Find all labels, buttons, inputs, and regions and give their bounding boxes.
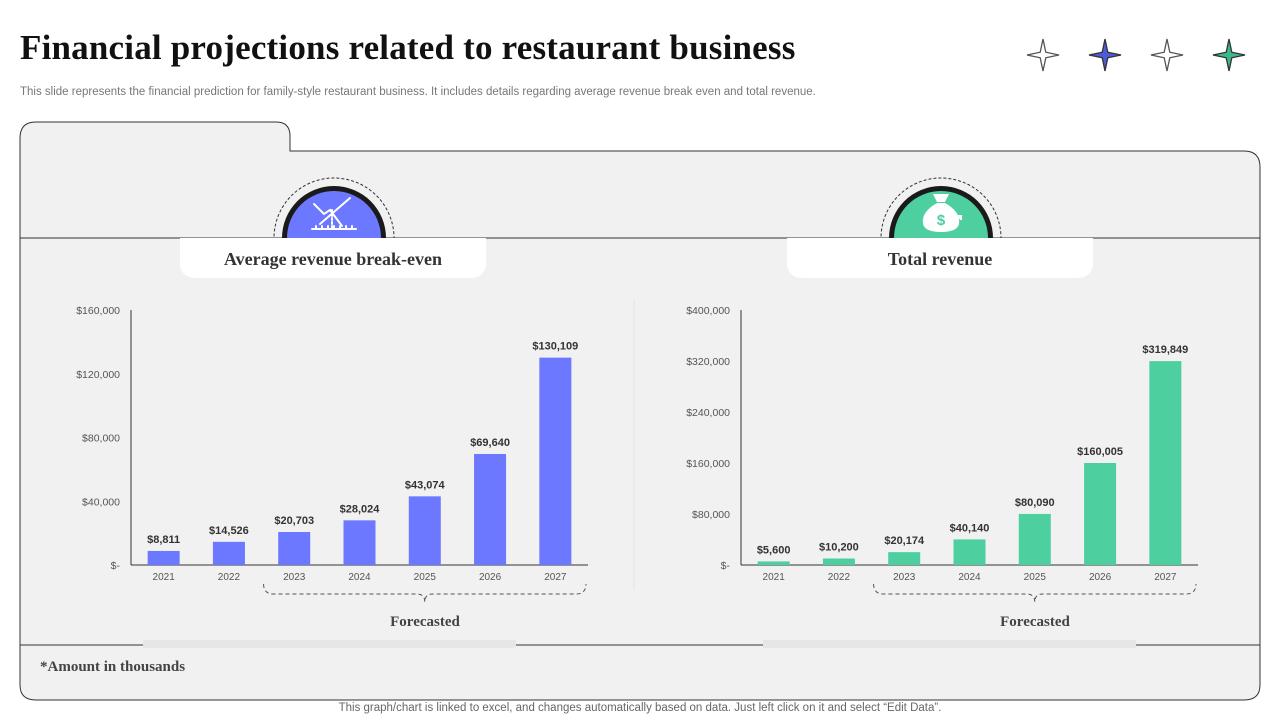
amount-note: *Amount in thousands — [40, 659, 186, 675]
x-tick-label: 2021 — [763, 572, 786, 583]
page-subtitle: This slide represents the financial pred… — [20, 86, 816, 98]
data-label: $10,200 — [819, 541, 859, 553]
x-tick-label: 2024 — [348, 572, 371, 583]
x-tick-label: 2025 — [1024, 572, 1047, 583]
sparkle-outline-icon — [1026, 38, 1060, 72]
y-tick-label: $- — [721, 560, 731, 572]
x-tick-label: 2027 — [1154, 572, 1177, 583]
x-tick-label: 2023 — [893, 572, 916, 583]
bar-2023 — [278, 532, 311, 565]
y-tick-label: $400,000 — [686, 305, 730, 317]
data-label: $80,090 — [1015, 497, 1055, 509]
data-label: $14,526 — [209, 525, 249, 537]
x-tick-label: 2026 — [479, 572, 502, 583]
forecast-bracket — [263, 583, 587, 603]
bar-2026 — [474, 454, 507, 565]
y-tick-label: $320,000 — [686, 356, 730, 368]
bar-2022 — [212, 541, 245, 565]
money-bag-icon: $ — [880, 177, 1002, 238]
sparkle-filled-icon — [1212, 38, 1246, 72]
data-label: $20,174 — [884, 535, 925, 547]
x-tick-label: 2022 — [828, 572, 851, 583]
sparkle-filled-icon — [1088, 38, 1122, 72]
y-tick-label: $40,000 — [82, 496, 120, 508]
card-title-total-revenue: Total revenue — [787, 238, 1093, 278]
bar-2023 — [888, 552, 921, 565]
y-tick-label: $160,000 — [686, 458, 730, 470]
x-tick-label: 2023 — [283, 572, 306, 583]
y-tick-label: $80,000 — [82, 433, 120, 445]
bar-2027 — [539, 357, 572, 565]
bar-2024 — [343, 520, 376, 565]
y-tick-label: $- — [111, 560, 121, 572]
bar-2021 — [757, 561, 790, 565]
sparkle-outline-icon — [1150, 38, 1184, 72]
page-title: Financial projections related to restaur… — [20, 28, 796, 67]
bar-2025 — [408, 496, 441, 565]
x-tick-label: 2022 — [218, 572, 241, 583]
bar-2022 — [822, 558, 855, 565]
x-tick-label: 2025 — [414, 572, 437, 583]
forecast-label-break-even: Forecasted — [390, 614, 460, 630]
x-tick-label: 2026 — [1089, 572, 1112, 583]
break-even-bar-chart: $- $40,000 $80,000 $120,000 $160,000 $8,811 20… — [76, 305, 588, 603]
bar-2025 — [1018, 513, 1051, 565]
data-label: $28,024 — [340, 503, 381, 515]
break-even-chart-icon — [273, 177, 395, 238]
data-label: $69,640 — [470, 437, 510, 449]
data-label: $160,005 — [1077, 446, 1123, 458]
data-label: $40,140 — [950, 522, 990, 534]
data-label: $8,811 — [147, 534, 180, 546]
x-tick-label: 2027 — [544, 572, 567, 583]
bar-2021 — [147, 550, 180, 565]
svg-text:$: $ — [937, 212, 946, 229]
forecast-bracket — [873, 583, 1197, 603]
y-tick-label: $80,000 — [692, 509, 730, 521]
y-tick-label: $160,000 — [76, 305, 120, 317]
bar-2026 — [1084, 462, 1117, 565]
total-revenue-bar-chart: $- $80,000 $160,000 $240,000 $320,000 $400,00… — [686, 305, 1198, 603]
data-label: $20,703 — [274, 515, 314, 527]
forecast-label-total-revenue: Forecasted — [1000, 614, 1070, 630]
y-tick-label: $120,000 — [76, 369, 120, 381]
x-tick-label: 2024 — [958, 572, 981, 583]
bar-2027 — [1149, 361, 1182, 565]
data-label: $5,600 — [757, 544, 791, 556]
data-label: $319,849 — [1142, 344, 1188, 356]
footer-note: This graph/chart is linked to excel, and… — [338, 702, 942, 714]
data-label: $130,109 — [532, 341, 578, 353]
x-tick-label: 2021 — [153, 572, 176, 583]
bar-2024 — [953, 539, 986, 565]
card-title-break-even: Average revenue break-even — [180, 238, 486, 278]
data-label: $43,074 — [405, 479, 446, 491]
y-tick-label: $240,000 — [686, 407, 730, 419]
decorative-stars — [1026, 38, 1246, 72]
